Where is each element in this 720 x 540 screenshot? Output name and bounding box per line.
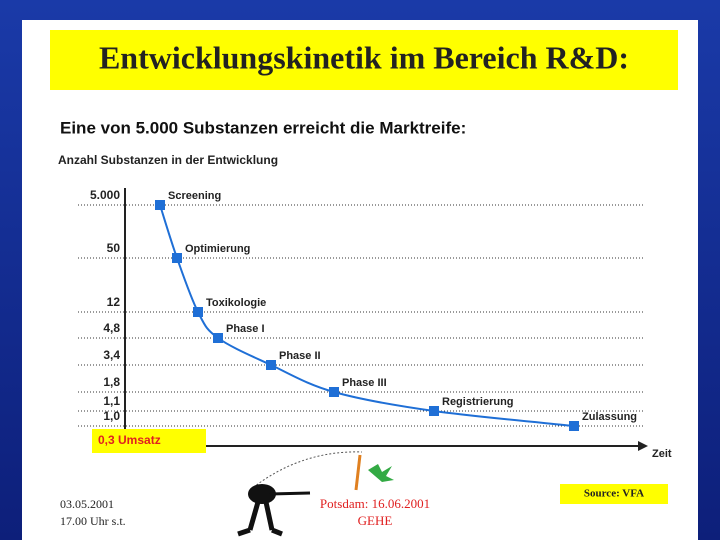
footer-time: 17.00 Uhr s.t.	[60, 514, 126, 528]
slide-title: Entwicklungskinetik im Bereich R&D:	[99, 39, 629, 75]
annotation: 0,3 Umsatz	[98, 433, 161, 447]
x-axis-arrow	[638, 441, 648, 451]
point-label: Toxikologie	[206, 297, 266, 309]
y-tick-label: 5.000	[90, 188, 120, 202]
content-panel	[22, 20, 698, 540]
footer-org: GEHE	[358, 513, 393, 528]
y-tick-label: 12	[107, 295, 121, 309]
title-box	[50, 30, 678, 90]
point	[193, 307, 203, 317]
footer-date: 03.05.2001	[60, 497, 114, 511]
x-axis-label: Zeit	[652, 448, 672, 460]
y-axis-label: Anzahl Substanzen in der Entwicklung	[58, 153, 278, 167]
point	[429, 406, 439, 416]
annotation-box	[92, 429, 206, 453]
point-label: Screening	[168, 190, 221, 202]
point-label: Phase II	[279, 350, 321, 362]
point-label: Phase III	[342, 377, 387, 389]
point-label: Phase I	[226, 323, 265, 335]
point-label: Optimierung	[185, 243, 250, 255]
y-tick-label: 4,8	[103, 321, 120, 335]
y-tick-label: 3,4	[103, 348, 120, 362]
point	[155, 200, 165, 210]
point	[172, 253, 182, 263]
point	[329, 387, 339, 397]
source: Source: VFA	[584, 488, 644, 500]
y-tick-label: 1,0	[103, 409, 120, 423]
point	[213, 333, 223, 343]
y-tick-label: 50	[107, 241, 121, 255]
chart-title: Eine von 5.000 Substanzen erreicht die M…	[60, 118, 466, 137]
footer-place: Potsdam: 16.06.2001	[320, 496, 430, 511]
point-label: Zulassung	[582, 411, 637, 423]
point	[569, 421, 579, 431]
clipart	[237, 451, 394, 537]
y-tick-label: 1,8	[103, 375, 120, 389]
point	[266, 360, 276, 370]
y-tick-label: 1,1	[103, 394, 120, 408]
point-label: Registrierung	[442, 396, 514, 408]
source-box	[560, 484, 668, 504]
